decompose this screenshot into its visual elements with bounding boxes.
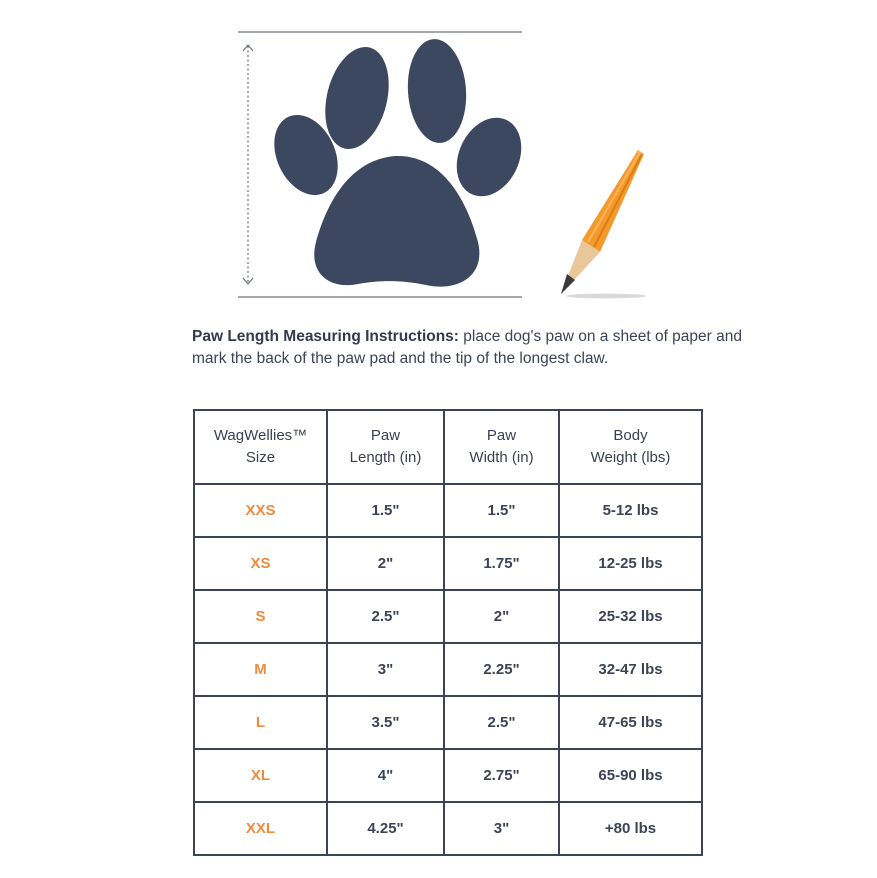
paw-width-cell: 2.5" bbox=[443, 695, 560, 750]
body-weight-cell: 12-25 lbs bbox=[558, 536, 703, 591]
header-paw-width: Paw Width (in) bbox=[443, 409, 560, 485]
paw-width-cell: 2" bbox=[443, 589, 560, 644]
paw-length-cell: 1.5" bbox=[326, 483, 445, 538]
size-cell: XXL bbox=[193, 801, 328, 856]
measurement-guide bbox=[238, 31, 522, 298]
paw-length-cell: 3" bbox=[326, 642, 445, 697]
body-weight-cell: 5-12 lbs bbox=[558, 483, 703, 538]
body-weight-cell: 47-65 lbs bbox=[558, 695, 703, 750]
paw-length-cell: 2" bbox=[326, 536, 445, 591]
pencil-icon bbox=[561, 150, 646, 299]
body-weight-cell: 32-47 lbs bbox=[558, 642, 703, 697]
size-chart-table: WagWellies™ Size Paw Length (in) Paw Width … bbox=[193, 409, 703, 856]
table-row: S 2.5" 2" 25-32 lbs bbox=[193, 589, 703, 644]
header-paw-length: Paw Length (in) bbox=[326, 409, 445, 485]
paw-width-cell: 1.75" bbox=[443, 536, 560, 591]
paw-length-cell: 4.25" bbox=[326, 801, 445, 856]
instructions-heading: Paw Length Measuring Instructions: bbox=[192, 328, 459, 345]
instructions-body: place dog's paw on a sheet of paper and … bbox=[192, 328, 742, 367]
paw-length-cell: 2.5" bbox=[326, 589, 445, 644]
paw-length-cell: 4" bbox=[326, 748, 445, 803]
table-row: L 3.5" 2.5" 47-65 lbs bbox=[193, 695, 703, 750]
paw-length-cell: 3.5" bbox=[326, 695, 445, 750]
paw-width-cell: 2.25" bbox=[443, 642, 560, 697]
vertical-double-arrow-icon bbox=[242, 44, 254, 285]
body-weight-cell: 65-90 lbs bbox=[558, 748, 703, 803]
table-row: M 3" 2.25" 32-47 lbs bbox=[193, 642, 703, 697]
table-row: XL 4" 2.75" 65-90 lbs bbox=[193, 748, 703, 803]
measuring-instructions: Paw Length Measuring Instructions: place… bbox=[192, 326, 752, 370]
size-cell: S bbox=[193, 589, 328, 644]
table-row: XXS 1.5" 1.5" 5-12 lbs bbox=[193, 483, 703, 538]
size-cell: L bbox=[193, 695, 328, 750]
body-weight-cell: +80 lbs bbox=[558, 801, 703, 856]
size-cell: XXS bbox=[193, 483, 328, 538]
paw-width-cell: 2.75" bbox=[443, 748, 560, 803]
paw-measuring-illustration bbox=[230, 28, 650, 308]
size-cell: XS bbox=[193, 536, 328, 591]
size-cell: M bbox=[193, 642, 328, 697]
table-row: XXL 4.25" 3" +80 lbs bbox=[193, 801, 703, 856]
body-weight-cell: 25-32 lbs bbox=[558, 589, 703, 644]
table-row: XS 2" 1.75" 12-25 lbs bbox=[193, 536, 703, 591]
paw-print-icon bbox=[274, 39, 522, 287]
size-cell: XL bbox=[193, 748, 328, 803]
paw-width-cell: 3" bbox=[443, 801, 560, 856]
table-header-row: WagWellies™ Size Paw Length (in) Paw Width … bbox=[193, 409, 703, 485]
paw-width-cell: 1.5" bbox=[443, 483, 560, 538]
header-body-weight: Body Weight (lbs) bbox=[558, 409, 703, 485]
header-size: WagWellies™ Size bbox=[193, 409, 328, 485]
